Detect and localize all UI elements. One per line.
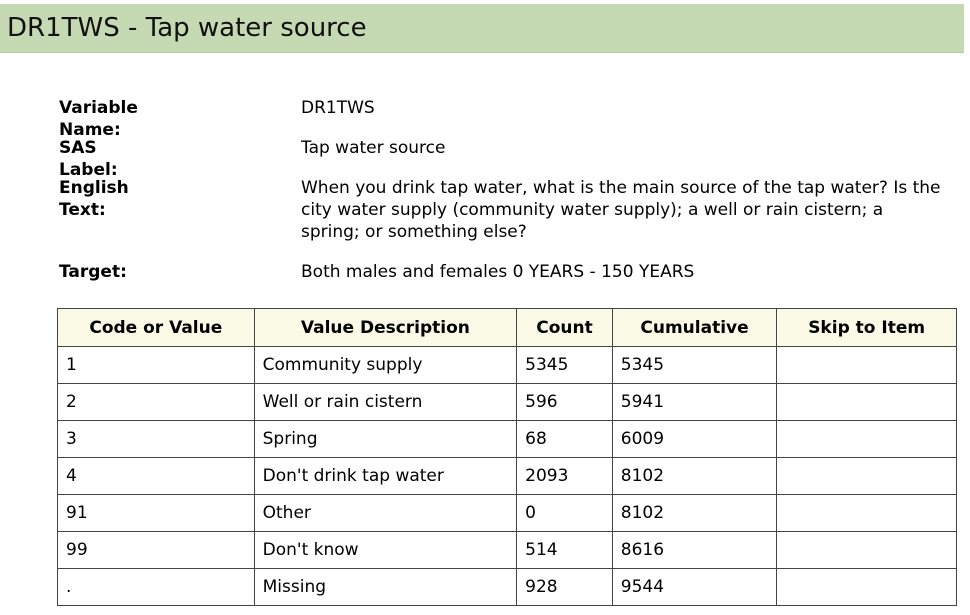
cell-cumulative: 6009 — [611, 420, 778, 458]
cell-code: 3 — [57, 420, 255, 458]
cell-cumulative: 5345 — [611, 346, 778, 384]
cell-code: . — [57, 568, 255, 606]
cell-description: Missing — [253, 568, 518, 606]
cell-description: Well or rain cistern — [253, 383, 518, 421]
page-title: DR1TWS - Tap water source — [7, 13, 367, 43]
cell-cumulative: 8102 — [611, 457, 778, 495]
cell-skip — [776, 531, 957, 569]
codebook-table: Code or Value Value Description Count Cu… — [57, 308, 957, 606]
cell-skip — [776, 568, 957, 606]
header-description: Value Description — [253, 308, 518, 347]
cell-code: 91 — [57, 494, 255, 532]
variable-name-value: DR1TWS — [301, 98, 375, 118]
cell-description: Community supply — [253, 346, 518, 384]
cell-count: 5345 — [516, 346, 613, 384]
cell-code: 2 — [57, 383, 255, 421]
cell-skip — [776, 346, 957, 384]
target-value: Both males and females 0 YEARS - 150 YEA… — [301, 262, 695, 282]
table-row: 99 Don't know 514 8616 — [57, 531, 957, 569]
title-bar: DR1TWS - Tap water source — [0, 4, 964, 53]
cell-description: Don't drink tap water — [253, 457, 518, 495]
cell-count: 514 — [516, 531, 613, 569]
cell-count: 0 — [516, 494, 613, 532]
cell-code: 1 — [57, 346, 255, 384]
table-header-row: Code or Value Value Description Count Cu… — [57, 308, 957, 347]
header-skip: Skip to Item — [776, 308, 957, 347]
variable-name-label: Variable Name: — [59, 98, 138, 140]
cell-cumulative: 8102 — [611, 494, 778, 532]
cell-count: 596 — [516, 383, 613, 421]
cell-skip — [776, 457, 957, 495]
sas-label-value: Tap water source — [301, 138, 446, 158]
cell-code: 99 — [57, 531, 255, 569]
cell-cumulative: 5941 — [611, 383, 778, 421]
header-cumulative: Cumulative — [611, 308, 778, 347]
header-code: Code or Value — [57, 308, 255, 347]
english-text-value: When you drink tap water, what is the ma… — [301, 178, 941, 242]
table-row: 1 Community supply 5345 5345 — [57, 346, 957, 384]
cell-count: 2093 — [516, 457, 613, 495]
table-row: 91 Other 0 8102 — [57, 494, 957, 532]
cell-skip — [776, 420, 957, 458]
table-row: . Missing 928 9544 — [57, 568, 957, 606]
table-row: 3 Spring 68 6009 — [57, 420, 957, 458]
table-row: 2 Well or rain cistern 596 5941 — [57, 383, 957, 421]
sas-label-label: SAS Label: — [59, 138, 118, 180]
cell-description: Don't know — [253, 531, 518, 569]
cell-cumulative: 8616 — [611, 531, 778, 569]
cell-count: 68 — [516, 420, 613, 458]
cell-skip — [776, 494, 957, 532]
target-label: Target: — [59, 262, 127, 282]
cell-cumulative: 9544 — [611, 568, 778, 606]
cell-code: 4 — [57, 457, 255, 495]
cell-count: 928 — [516, 568, 613, 606]
english-text-label: English Text: — [59, 178, 129, 220]
cell-description: Spring — [253, 420, 518, 458]
cell-description: Other — [253, 494, 518, 532]
table-row: 4 Don't drink tap water 2093 8102 — [57, 457, 957, 495]
cell-skip — [776, 383, 957, 421]
header-count: Count — [516, 308, 613, 347]
